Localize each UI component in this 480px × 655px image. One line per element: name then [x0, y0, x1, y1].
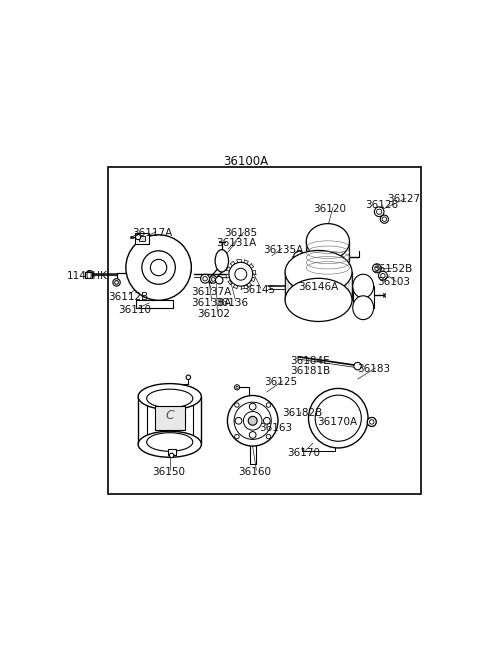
Circle shape	[211, 278, 215, 281]
Text: 36120: 36120	[313, 204, 346, 214]
Circle shape	[266, 434, 271, 439]
Text: 36117A: 36117A	[132, 229, 173, 238]
Text: 36185: 36185	[224, 229, 257, 238]
Ellipse shape	[353, 274, 373, 298]
Text: 36184E: 36184E	[290, 356, 330, 365]
Text: 36112B: 36112B	[108, 291, 149, 301]
Text: 36138A: 36138A	[191, 298, 231, 308]
Circle shape	[249, 432, 256, 438]
Text: 36182B: 36182B	[282, 408, 323, 419]
Circle shape	[249, 403, 256, 410]
Circle shape	[372, 264, 382, 272]
Text: 36100A: 36100A	[223, 155, 269, 168]
Circle shape	[315, 395, 361, 441]
Circle shape	[354, 362, 361, 370]
Text: 36152B: 36152B	[372, 265, 413, 274]
Text: 36103: 36103	[377, 278, 410, 288]
Text: 36160: 36160	[239, 467, 272, 477]
Ellipse shape	[306, 255, 349, 291]
Text: 36146A: 36146A	[298, 282, 338, 292]
Circle shape	[235, 417, 242, 424]
Circle shape	[86, 271, 94, 278]
Circle shape	[377, 209, 382, 214]
Circle shape	[309, 388, 368, 448]
Circle shape	[235, 269, 247, 280]
Circle shape	[169, 453, 174, 458]
Text: 36170A: 36170A	[317, 417, 358, 427]
Bar	[139, 236, 145, 242]
Circle shape	[228, 396, 278, 446]
Text: 36131A: 36131A	[216, 238, 256, 248]
Text: 36126: 36126	[365, 200, 398, 210]
Circle shape	[243, 411, 262, 430]
Circle shape	[234, 402, 271, 440]
Circle shape	[382, 217, 386, 221]
Circle shape	[235, 403, 239, 407]
Ellipse shape	[138, 384, 202, 409]
Circle shape	[266, 403, 271, 407]
Circle shape	[375, 266, 379, 271]
Ellipse shape	[138, 431, 202, 457]
Text: 36181B: 36181B	[290, 366, 330, 376]
Circle shape	[113, 278, 120, 286]
Text: 36125: 36125	[264, 377, 297, 387]
Circle shape	[126, 234, 192, 300]
Circle shape	[210, 276, 217, 283]
Circle shape	[142, 251, 175, 284]
Circle shape	[264, 417, 270, 424]
Text: 1140HK: 1140HK	[67, 271, 108, 281]
Bar	[135, 233, 148, 244]
Circle shape	[115, 280, 119, 284]
Circle shape	[380, 215, 388, 223]
Text: 36183: 36183	[357, 364, 390, 374]
Text: 36145: 36145	[242, 285, 276, 295]
Text: 36136: 36136	[216, 298, 249, 308]
Ellipse shape	[306, 223, 349, 259]
Circle shape	[216, 276, 223, 284]
Text: 36102: 36102	[197, 309, 230, 319]
Circle shape	[235, 434, 239, 439]
Circle shape	[234, 384, 240, 390]
Ellipse shape	[353, 296, 373, 320]
Circle shape	[381, 274, 385, 278]
Text: 36170: 36170	[287, 448, 320, 458]
Text: 36127: 36127	[387, 194, 420, 204]
Circle shape	[236, 386, 238, 388]
Bar	[85, 272, 92, 278]
Circle shape	[370, 420, 374, 424]
Ellipse shape	[293, 251, 304, 266]
Circle shape	[201, 274, 210, 283]
Circle shape	[378, 271, 387, 280]
Ellipse shape	[147, 433, 193, 451]
Circle shape	[374, 207, 384, 217]
Bar	[155, 406, 185, 430]
Bar	[168, 449, 176, 455]
Ellipse shape	[147, 389, 193, 408]
Ellipse shape	[215, 250, 228, 272]
Circle shape	[248, 417, 257, 425]
Text: 36135A: 36135A	[263, 245, 303, 255]
Circle shape	[186, 375, 191, 379]
Circle shape	[150, 259, 167, 276]
Text: C: C	[166, 409, 174, 422]
Text: 36137A: 36137A	[191, 287, 231, 297]
Circle shape	[367, 417, 376, 426]
Text: 36150: 36150	[152, 467, 185, 477]
Text: 36110: 36110	[118, 305, 151, 315]
Ellipse shape	[285, 250, 352, 293]
Circle shape	[367, 417, 376, 426]
Circle shape	[135, 234, 141, 240]
Ellipse shape	[285, 278, 352, 322]
Bar	[108, 167, 421, 495]
Circle shape	[203, 276, 207, 281]
Text: 36163: 36163	[259, 423, 292, 433]
